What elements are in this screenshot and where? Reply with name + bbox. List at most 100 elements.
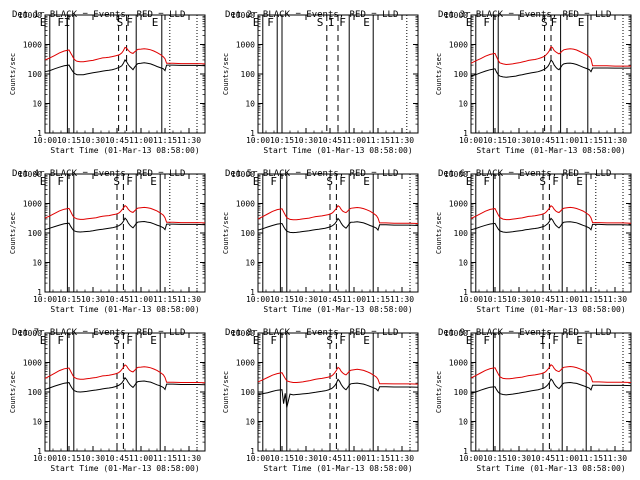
y-tick-label: 100 xyxy=(241,229,256,238)
panel-det-1: Det 1r BLACK = Events, RED = LLD11010010… xyxy=(9,10,206,155)
marker-label: F xyxy=(339,175,346,188)
x-tick-label: 11:30 xyxy=(177,136,201,145)
marker-label: E xyxy=(253,16,260,29)
x-tick-label: 10:15 xyxy=(483,295,507,304)
marker-label: F xyxy=(551,16,558,29)
x-tick-label: 10:30 xyxy=(294,136,318,145)
y-tick-label: 100 xyxy=(28,70,43,79)
y-tick-label: 100 xyxy=(454,229,469,238)
marker-label: F xyxy=(552,175,559,188)
y-tick-label: 10000 xyxy=(231,170,255,179)
y-tick-label: 1000 xyxy=(23,41,42,50)
panel-det-4: Det 4r BLACK = Events, RED = LLD11010010… xyxy=(9,169,206,314)
y-tick-label: 10000 xyxy=(444,11,468,20)
marker-label: F xyxy=(483,175,490,188)
x-axis-label: Start Time (01-Mar-13 08:58:00) xyxy=(50,305,199,314)
marker-label: F xyxy=(270,334,277,347)
series-events-line xyxy=(257,217,419,234)
x-tick-label: 11:15 xyxy=(579,454,603,463)
y-tick-label: 10 xyxy=(458,418,468,427)
series-lld-line xyxy=(470,363,632,383)
y-tick-label: 100 xyxy=(454,388,469,397)
y-tick-label: 10 xyxy=(32,259,42,268)
marker-label: S xyxy=(326,175,333,188)
y-axis-label: Counts/sec xyxy=(222,371,230,413)
y-tick-label: 10 xyxy=(245,100,255,109)
series-lld-line xyxy=(44,364,206,384)
marker-label: E xyxy=(578,16,585,29)
x-tick-label: 11:00 xyxy=(555,454,579,463)
y-tick-label: 100 xyxy=(241,388,256,397)
y-tick-label: 10000 xyxy=(231,329,255,338)
x-tick-label: 10:00 xyxy=(33,136,57,145)
x-tick-label: 11:15 xyxy=(366,295,390,304)
y-tick-label: 100 xyxy=(28,388,43,397)
x-tick-label: 11:30 xyxy=(603,136,627,145)
x-tick-label: 10:00 xyxy=(246,295,270,304)
series-events-line xyxy=(44,58,206,76)
x-tick-label: 10:15 xyxy=(270,136,294,145)
x-axis-label: Start Time (01-Mar-13 08:58:00) xyxy=(50,146,199,155)
x-tick-label: 10:45 xyxy=(318,454,342,463)
x-tick-label: 11:15 xyxy=(153,454,177,463)
x-tick-label: 11:30 xyxy=(390,454,414,463)
y-tick-label: 1000 xyxy=(236,41,255,50)
y-tick-label: 1000 xyxy=(449,359,468,368)
panel-det-6: Det 6r BLACK = Events, RED = LLD11010010… xyxy=(435,169,632,314)
x-tick-label: 10:45 xyxy=(531,295,555,304)
x-tick-label: 10:15 xyxy=(57,454,81,463)
marker-label: F xyxy=(339,16,346,29)
marker-label: F xyxy=(126,16,133,29)
marker-label: E xyxy=(466,16,473,29)
x-tick-label: 10:15 xyxy=(57,136,81,145)
marker-label: S xyxy=(113,175,120,188)
x-tick-label: 10:15 xyxy=(270,295,294,304)
x-tick-label: 11:00 xyxy=(555,295,579,304)
marker-label: F xyxy=(483,16,490,29)
y-tick-label: 100 xyxy=(241,70,256,79)
x-tick-label: 10:00 xyxy=(459,136,483,145)
marker-label: E xyxy=(152,16,159,29)
plot-frame xyxy=(470,173,632,293)
x-tick-label: 11:15 xyxy=(579,136,603,145)
x-axis-label: Start Time (01-Mar-13 08:58:00) xyxy=(476,464,625,473)
y-tick-label: 1000 xyxy=(236,359,255,368)
marker-label: F xyxy=(339,334,346,347)
y-tick-label: 10000 xyxy=(444,329,468,338)
y-tick-label: 1000 xyxy=(449,200,468,209)
x-axis-label: Start Time (01-Mar-13 08:58:00) xyxy=(263,305,412,314)
y-tick-label: 10 xyxy=(32,418,42,427)
x-tick-label: 10:00 xyxy=(459,295,483,304)
marker-label: I xyxy=(328,16,335,29)
marker-label: E xyxy=(253,334,260,347)
plot-frame xyxy=(470,332,632,452)
marker-label: S xyxy=(113,334,120,347)
y-tick-label: 10000 xyxy=(18,11,42,20)
x-tick-label: 11:00 xyxy=(342,295,366,304)
y-tick-label: 1 xyxy=(37,447,42,456)
x-tick-label: 11:00 xyxy=(129,295,153,304)
y-axis-label: Counts/sec xyxy=(435,212,443,254)
y-axis-label: Counts/sec xyxy=(9,371,17,413)
y-tick-label: 1 xyxy=(250,447,255,456)
x-tick-label: 10:45 xyxy=(105,295,129,304)
x-tick-label: 10:00 xyxy=(246,454,270,463)
x-tick-label: 10:00 xyxy=(33,295,57,304)
y-tick-label: 10000 xyxy=(444,170,468,179)
marker-label: I xyxy=(539,334,546,347)
x-tick-label: 10:45 xyxy=(105,454,129,463)
y-tick-label: 10000 xyxy=(18,329,42,338)
y-axis-label: Counts/sec xyxy=(222,53,230,95)
plot-frame xyxy=(44,14,206,134)
plot-frame xyxy=(257,173,419,293)
x-axis-label: Start Time (01-Mar-13 08:58:00) xyxy=(50,464,199,473)
y-tick-label: 1000 xyxy=(236,200,255,209)
y-tick-label: 100 xyxy=(454,70,469,79)
x-tick-label: 10:30 xyxy=(81,454,105,463)
panel-det-7: Det 7r BLACK = Events, RED = LLD11010010… xyxy=(9,328,206,473)
x-tick-label: 10:00 xyxy=(459,454,483,463)
x-axis-label: Start Time (01-Mar-13 08:58:00) xyxy=(476,305,625,314)
marker-label: S xyxy=(117,16,124,29)
x-tick-label: 11:30 xyxy=(603,295,627,304)
